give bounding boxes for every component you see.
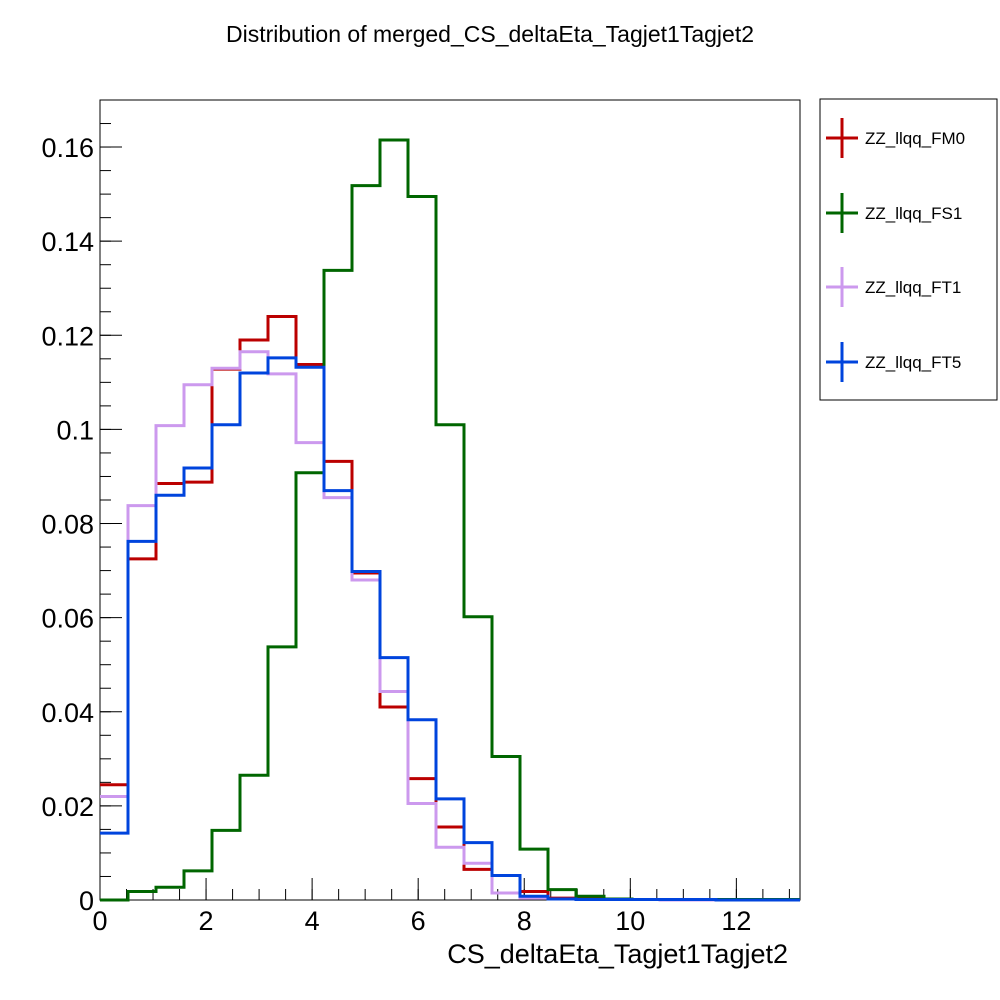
legend-entry: ZZ_llqq_FM0 xyxy=(826,118,965,158)
series-layer xyxy=(100,138,800,902)
y-tick-label: 0.06 xyxy=(41,604,94,634)
y-tick-label: 0 xyxy=(79,886,94,916)
x-tick-label: 2 xyxy=(199,906,214,936)
legend-entry: ZZ_llqq_FT5 xyxy=(826,342,961,382)
x-tick-label: 12 xyxy=(721,906,751,936)
legend-entry: ZZ_llqq_FS1 xyxy=(826,193,962,233)
legend-entry: ZZ_llqq_FT1 xyxy=(826,267,961,307)
y-tick-label: 0.02 xyxy=(41,792,94,822)
y-tick-label: 0.14 xyxy=(41,227,94,257)
y-tick-label: 0.08 xyxy=(41,510,94,540)
x-tick-label: 6 xyxy=(411,906,426,936)
chart-title: Distribution of merged_CS_deltaEta_Tagje… xyxy=(226,21,754,47)
x-tick-label: 8 xyxy=(517,906,532,936)
legend-label: ZZ_llqq_FS1 xyxy=(865,204,962,223)
plot-frame xyxy=(99,99,801,901)
x-axis-label: CS_deltaEta_Tagjet1Tagjet2 xyxy=(447,939,788,969)
y-axis-minor-ticks xyxy=(100,99,111,901)
series-ZZ_llqq_FS1 xyxy=(100,138,800,902)
y-tick-label: 0.04 xyxy=(41,698,94,728)
x-axis: 0 2 4 6 8 10 12 xyxy=(92,878,751,936)
legend-label: ZZ_llqq_FT1 xyxy=(865,278,961,297)
legend: ZZ_llqq_FM0 ZZ_llqq_FS1 ZZ_llqq_FT1 ZZ_llqq… xyxy=(819,98,998,401)
x-tick-label: 10 xyxy=(615,906,645,936)
series-ZZ_llqq_FT5 xyxy=(100,356,800,902)
x-tick-label: 4 xyxy=(305,906,320,936)
legend-box xyxy=(819,98,998,401)
series-line xyxy=(100,350,800,902)
series-line xyxy=(100,356,800,902)
y-axis: 0 0.02 0.04 0.06 0.08 0.1 0.12 0.14 0.16 xyxy=(41,133,122,916)
y-tick-label: 0.1 xyxy=(56,415,94,445)
series-ZZ_llqq_FM0 xyxy=(100,314,800,902)
series-line xyxy=(100,314,800,902)
y-tick-label: 0.16 xyxy=(41,133,94,163)
series-line xyxy=(100,138,800,902)
legend-label: ZZ_llqq_FM0 xyxy=(865,129,965,148)
series-ZZ_llqq_FT1 xyxy=(100,350,800,902)
y-tick-label: 0.12 xyxy=(41,321,94,351)
legend-label: ZZ_llqq_FT5 xyxy=(865,353,961,372)
x-tick-label: 0 xyxy=(92,906,107,936)
